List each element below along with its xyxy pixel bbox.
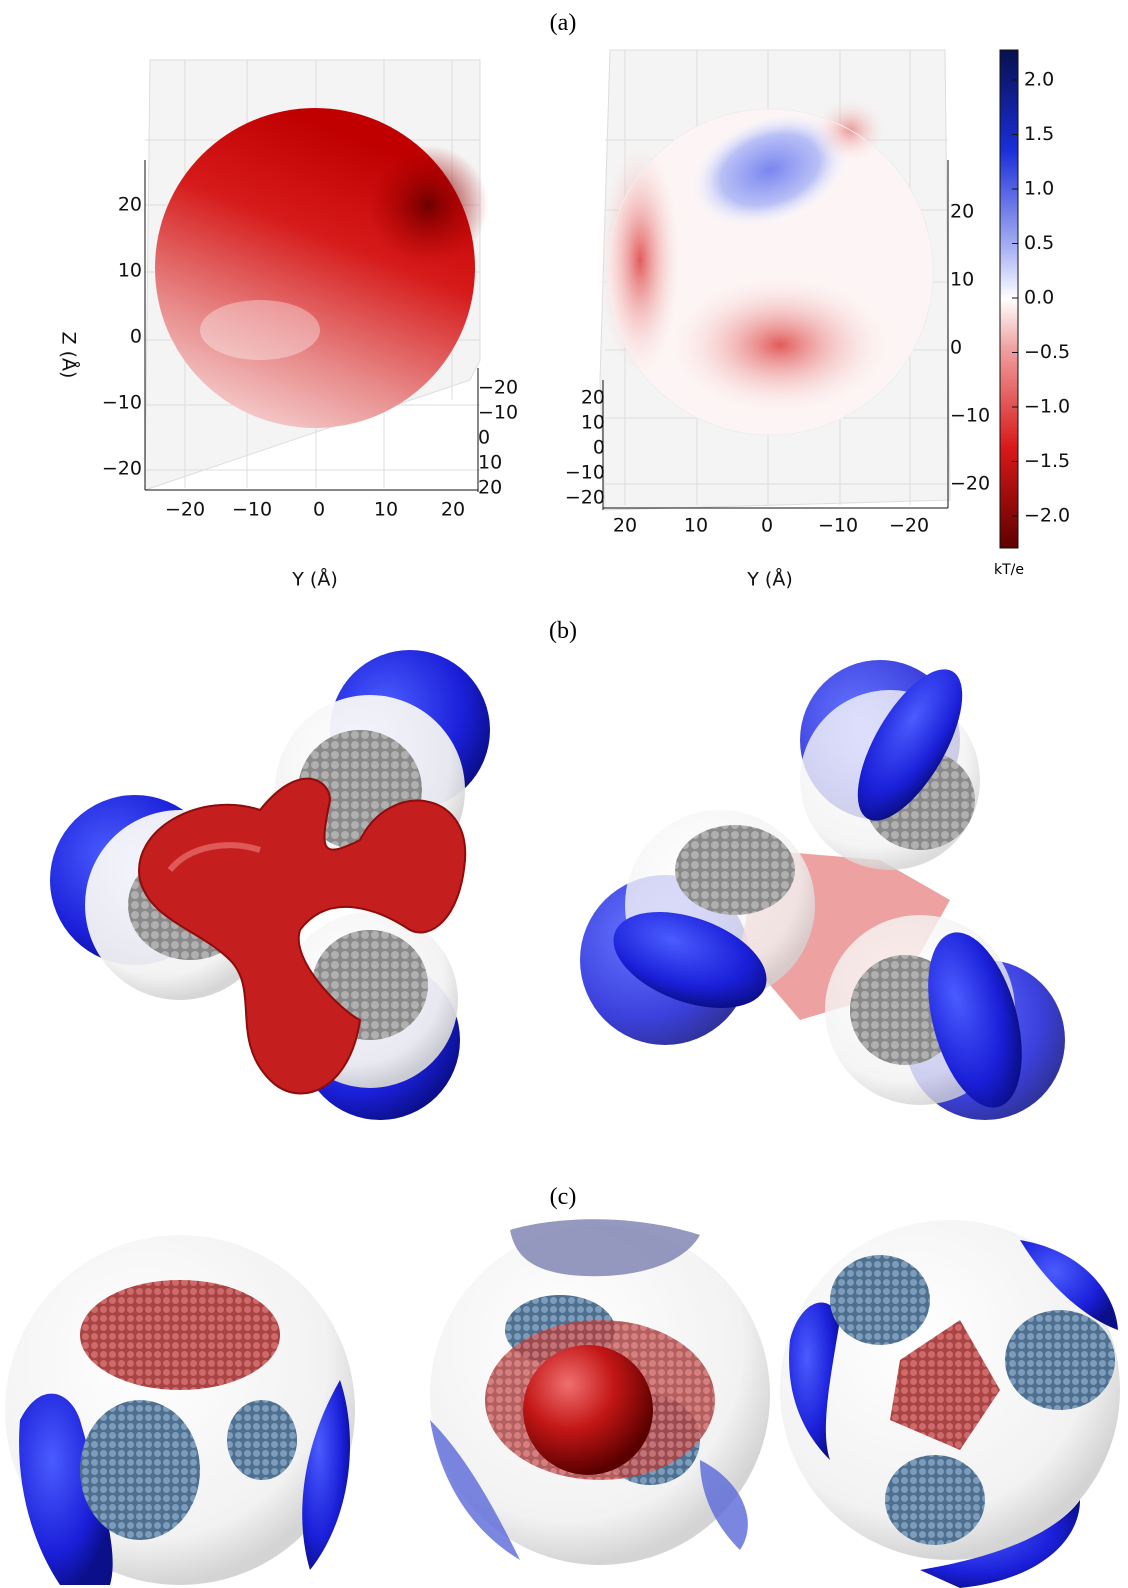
colorbar-tick-label: 1.5 <box>1024 123 1054 145</box>
colorbar-tick-label: 1.0 <box>1024 178 1054 200</box>
y-tick-label: −10 <box>818 515 858 537</box>
x-tick-label: −20 <box>565 487 605 509</box>
panel-label: (b) <box>549 618 577 644</box>
z-tick-label: 20 <box>950 201 974 223</box>
assembly-c-2 <box>430 1219 770 1565</box>
assembly-c-1 <box>5 1235 355 1585</box>
z-tick-label: 20 <box>118 194 142 216</box>
axis-label: Y (Å) <box>291 568 337 591</box>
assembly-b-left <box>50 650 490 1120</box>
y-tick-label: −10 <box>232 499 272 521</box>
colorbar-tick-label: −2.0 <box>1024 505 1070 527</box>
x-tick-label: 20 <box>478 477 502 499</box>
colorbar-tick-label: −1.0 <box>1024 396 1070 418</box>
z-tick-label: 0 <box>950 337 962 359</box>
z-tick-label: −10 <box>102 392 142 414</box>
x-tick-label: −10 <box>565 462 605 484</box>
colorbar-unit: kT/e <box>994 562 1024 578</box>
axis-label: Z (Å) <box>58 332 81 379</box>
x-tick-label: 0 <box>478 427 490 449</box>
z-tick-label: −10 <box>950 405 990 427</box>
colorbar-tick-label: 2.0 <box>1024 69 1054 91</box>
y-tick-label: 20 <box>441 499 465 521</box>
x-tick-label: −20 <box>478 377 518 399</box>
z-tick-label: 10 <box>950 269 974 291</box>
plot-right: Y (Å) <box>595 50 950 591</box>
x-tick-label: −10 <box>478 402 518 424</box>
colorbar: kT/e <box>994 50 1024 578</box>
assembly-c-3 <box>780 1220 1120 1588</box>
y-tick-label: −20 <box>889 515 929 537</box>
y-tick-label: 10 <box>374 499 398 521</box>
y-tick-label: 10 <box>684 515 708 537</box>
z-tick-label: −20 <box>950 473 990 495</box>
y-tick-label: 0 <box>313 499 325 521</box>
panel-label: (a) <box>550 10 577 36</box>
x-tick-label: 10 <box>581 412 605 434</box>
colorbar-tick-label: 0.5 <box>1024 232 1054 254</box>
z-tick-label: 0 <box>130 326 142 348</box>
z-tick-label: −20 <box>102 458 142 480</box>
axis-label: Y (Å) <box>746 568 792 591</box>
assembly-b-right <box>580 654 1065 1120</box>
plot-left: Z (Å) Y (Å) <box>58 60 489 591</box>
y-tick-label: 0 <box>761 515 773 537</box>
figure: (a) (b) (c) Z (Å) Y (Å) Y (Å) kT/e <box>0 0 1128 1588</box>
colorbar-tick-label: −1.5 <box>1024 450 1070 472</box>
x-tick-label: 20 <box>581 387 605 409</box>
colorbar-tick-label: −0.5 <box>1024 341 1070 363</box>
x-tick-label: 0 <box>593 437 605 459</box>
y-tick-label: 20 <box>613 515 637 537</box>
panel-label: (c) <box>550 1184 577 1210</box>
y-tick-label: −20 <box>165 499 205 521</box>
colorbar-tick-label: 0.0 <box>1024 287 1054 309</box>
z-tick-label: 10 <box>118 260 142 282</box>
x-tick-label: 10 <box>478 452 502 474</box>
